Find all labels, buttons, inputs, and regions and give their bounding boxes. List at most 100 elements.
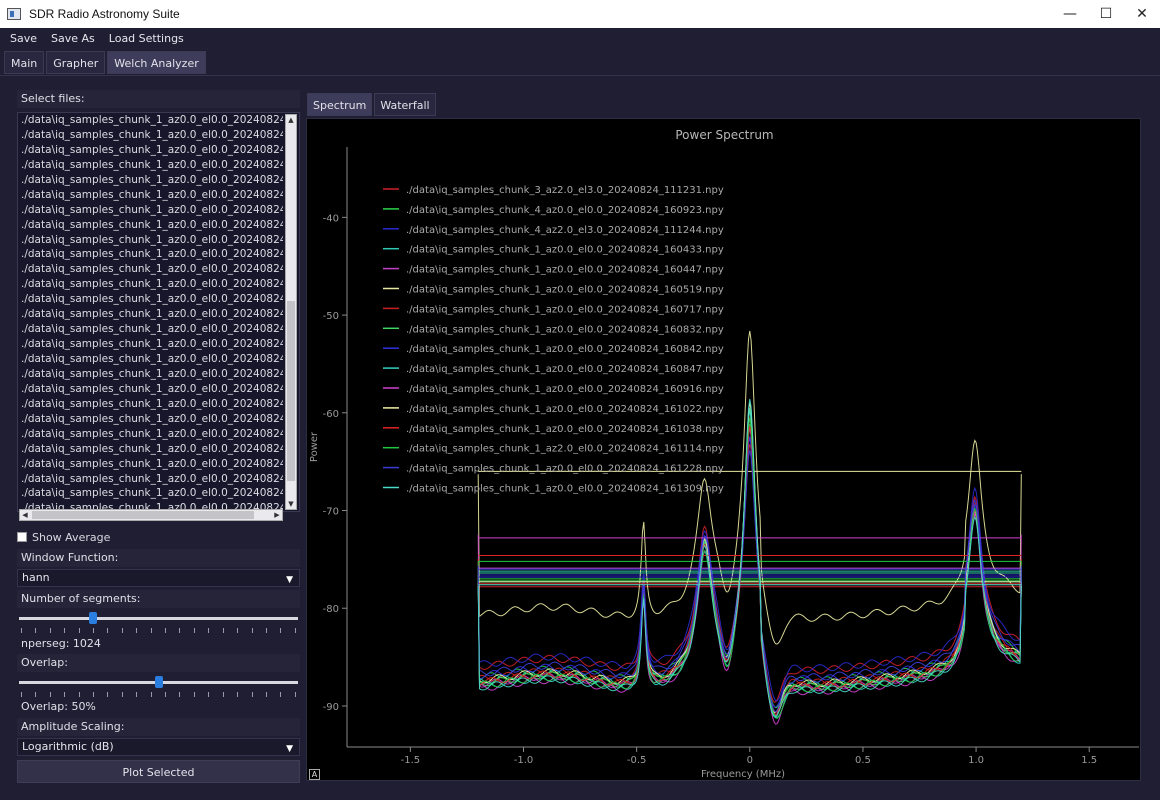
file-list-item[interactable]: ./data\iq_samples_chunk_1_az0.0_el0.0_20… [21,323,283,336]
file-list-item[interactable]: ./data\iq_samples_chunk_1_az0.0_el0.0_20… [21,397,283,410]
scroll-left-icon[interactable]: ◀ [22,511,28,519]
file-list-item[interactable]: ./data\iq_samples_chunk_1_az0.0_el0.0_20… [21,143,283,156]
menu-bar: Save Save As Load Settings [0,28,1160,49]
file-list-item[interactable]: ./data\iq_samples_chunk_1_az0.0_el0.0_20… [21,457,283,470]
slider-tick [78,628,80,633]
show-average-checkbox[interactable] [17,532,27,542]
tab-spectrum[interactable]: Spectrum [307,93,373,116]
slider-tick [78,692,80,697]
series-line [477,443,1022,703]
legend-entry: ./data\iq_samples_chunk_1_az0.0_el0.0_20… [406,364,724,375]
file-list-item[interactable]: ./data\iq_samples_chunk_1_az0.0_el0.0_20… [21,308,283,321]
slider-tick [107,628,109,633]
x-tick-label: -1.0 [514,755,534,766]
slider-tick [107,692,109,697]
file-list-item[interactable]: ./data\iq_samples_chunk_1_az0.0_el0.0_20… [21,412,283,425]
file-list-item[interactable]: ./data\iq_samples_chunk_1_az0.0_el0.0_20… [21,203,283,216]
segments-slider[interactable] [17,610,300,636]
series-line [477,425,1022,713]
minimize-button[interactable]: — [1063,6,1077,22]
file-list-item[interactable]: ./data\iq_samples_chunk_1_az0.0_el0.0_20… [21,487,283,500]
x-tick-label: -1.5 [401,755,421,766]
menu-save[interactable]: Save [10,32,38,45]
file-list-item[interactable]: ./data\iq_samples_chunk_1_az0.0_el0.0_20… [21,442,283,455]
show-average-row[interactable]: Show Average [17,529,300,545]
maximize-button[interactable]: ☐ [1099,6,1113,22]
legend-entry: ./data\iq_samples_chunk_4_az0.0_el0.0_20… [406,205,724,216]
chevron-down-icon: ▼ [286,575,293,585]
file-list-item[interactable]: ./data\iq_samples_chunk_1_az0.0_el0.0_20… [21,263,283,276]
x-tick-label: -0.5 [627,755,647,766]
scroll-down-icon[interactable]: ▼ [288,500,294,508]
slider-tick [49,628,51,633]
file-list-item[interactable]: ./data\iq_samples_chunk_1_az0.0_el0.0_20… [21,173,283,186]
file-list-horizontal-scrollbar[interactable]: ◀ ▶ [19,509,283,521]
x-tick-label: 1.5 [1081,755,1097,766]
tab-welch-analyzer[interactable]: Welch Analyzer [107,51,206,74]
vertical-scroll-thumb[interactable] [287,301,295,481]
file-list-item[interactable]: ./data\iq_samples_chunk_1_az0.0_el0.0_20… [21,338,283,351]
slider-tick [21,628,22,633]
slider-tick [121,692,123,697]
legend-entry: ./data\iq_samples_chunk_1_az0.0_el0.0_20… [406,424,724,435]
window-function-select[interactable]: hann ▼ [17,569,300,587]
scroll-right-icon[interactable]: ▶ [274,511,280,519]
overlap-label: Overlap: [17,654,300,672]
legend-entry: ./data\iq_samples_chunk_1_az0.0_el0.0_20… [406,404,724,415]
file-list-item[interactable]: ./data\iq_samples_chunk_1_az0.0_el0.0_20… [21,502,283,509]
series-line [477,410,1022,718]
y-tick-label: -40 [323,213,339,224]
slider-tick [93,692,95,697]
chevron-down-icon: ▼ [286,744,293,754]
legend-entry: ./data\iq_samples_chunk_1_az0.0_el0.0_20… [406,245,724,256]
overlap-slider[interactable] [17,674,300,700]
segments-slider-track [19,617,298,620]
tab-grapher[interactable]: Grapher [46,51,106,74]
legend-entry: ./data\iq_samples_chunk_1_az0.0_el0.0_20… [406,304,724,315]
slider-tick [237,692,239,697]
file-list-item[interactable]: ./data\iq_samples_chunk_1_az0.0_el0.0_20… [21,114,283,126]
slider-tick [165,628,167,633]
close-button[interactable]: ✕ [1136,6,1148,22]
segments-slider-handle[interactable] [89,612,98,624]
x-axis-label: Frequency (MHz) [701,769,785,780]
file-list-item[interactable]: ./data\iq_samples_chunk_1_az0.0_el0.0_20… [21,367,283,380]
file-list-item[interactable]: ./data\iq_samples_chunk_1_az0.0_el0.0_20… [21,278,283,291]
file-list-item[interactable]: ./data\iq_samples_chunk_1_az0.0_el0.0_20… [21,233,283,246]
overlap-slider-handle[interactable] [154,676,163,688]
scroll-up-icon[interactable]: ▲ [288,116,294,124]
amplitude-scaling-select[interactable]: Logarithmic (dB) ▼ [17,738,300,756]
horizontal-scroll-thumb[interactable] [32,511,254,519]
y-tick-label: -80 [323,604,339,615]
tab-waterfall[interactable]: Waterfall [374,93,436,116]
file-list-vertical-scrollbar[interactable]: ▲ ▼ [285,114,297,510]
slider-tick [64,692,66,697]
show-average-label: Show Average [32,530,111,544]
file-list-item[interactable]: ./data\iq_samples_chunk_1_az0.0_el0.0_20… [21,293,283,306]
slider-tick [237,628,239,633]
x-tick-label: 1.0 [968,755,984,766]
file-list-item[interactable]: ./data\iq_samples_chunk_1_az0.0_el0.0_20… [21,382,283,395]
slider-tick [251,692,253,697]
plot-tabs: Spectrum Waterfall [307,93,438,116]
main-tabs: Main Grapher Welch Analyzer [4,51,208,74]
autoscale-button[interactable]: A [309,769,320,780]
file-list-item[interactable]: ./data\iq_samples_chunk_1_az0.0_el0.0_20… [21,128,283,141]
file-list-item[interactable]: ./data\iq_samples_chunk_1_az0.0_el0.0_20… [21,188,283,201]
file-list-item[interactable]: ./data\iq_samples_chunk_1_az0.0_el0.0_20… [21,472,283,485]
series-line [477,398,1022,718]
file-list-item[interactable]: ./data\iq_samples_chunk_1_az0.0_el0.0_20… [21,353,283,365]
spectrum-plot[interactable]: Power Spectrum -1.5 -1.0 -0.5 0 0.5 1.0 1.5 -40… [306,118,1141,781]
file-list-item[interactable]: ./data\iq_samples_chunk_1_az0.0_el0.0_20… [21,427,283,440]
menu-load-settings[interactable]: Load Settings [108,32,184,45]
file-list-item[interactable]: ./data\iq_samples_chunk_1_az0.0_el0.0_20… [21,158,283,171]
file-list[interactable]: ./data\iq_samples_chunk_1_az0.0_el0.0_20… [17,112,300,512]
plot-selected-button[interactable]: Plot Selected [17,760,300,783]
window-function-label: Window Function: [17,549,300,567]
slider-tick [150,692,152,697]
file-list-item[interactable]: ./data\iq_samples_chunk_1_az0.0_el0.0_20… [21,218,283,231]
file-list-item[interactable]: ./data\iq_samples_chunk_1_az0.0_el0.0_20… [21,248,283,261]
menu-save-as[interactable]: Save As [51,32,95,45]
legend-entry: ./data\iq_samples_chunk_3_az2.0_el3.0_20… [406,185,724,196]
tab-main[interactable]: Main [4,51,45,74]
